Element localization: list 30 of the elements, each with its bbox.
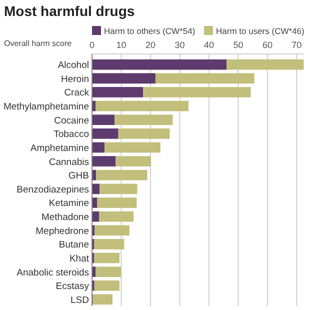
y-tick-label: Crack xyxy=(64,88,90,99)
y-tick-label: Cannabis xyxy=(48,156,90,168)
x-tick-label: 70 xyxy=(292,40,302,50)
x-tick-label: 60 xyxy=(262,40,272,50)
x-tick-label: 40 xyxy=(204,40,214,50)
x-tick-label: 0 xyxy=(89,40,95,50)
y-tick-label: Tobacco xyxy=(54,129,89,140)
x-tick-label: 20 xyxy=(145,40,156,50)
legend-label: Harm to users (CW*46) xyxy=(216,26,304,36)
y-tick-label: Alcohol xyxy=(58,60,89,72)
y-tick-label: Amphetamine xyxy=(30,142,89,154)
y-tick-label: Ketamine xyxy=(48,198,89,210)
x-tick-label: 50 xyxy=(233,40,244,50)
y-tick-label: Anabolic steroids xyxy=(16,267,90,278)
y-tick-label: Benzodiazepines xyxy=(16,184,90,196)
y-tick-label: LSD xyxy=(70,294,90,306)
x-tick-label: 30 xyxy=(174,40,185,50)
legend-label: Harm to others (CW*54) xyxy=(104,26,196,36)
x-axis-title: Overall harm score xyxy=(4,39,72,48)
y-tick-label: Butane xyxy=(58,240,89,251)
y-tick-label: Khat xyxy=(69,253,90,264)
x-tick-label: 10 xyxy=(116,40,126,50)
chart-title: Most harmful drugs xyxy=(4,3,135,19)
y-tick-label: Methadone xyxy=(41,212,89,224)
y-tick-label: Heroin xyxy=(61,74,89,85)
y-tick-label: GHB xyxy=(68,170,89,182)
y-tick-label: Ecstasy xyxy=(56,281,90,292)
y-tick-label: Mephedrone xyxy=(36,226,89,237)
y-tick-label: Methylamphetamine xyxy=(3,102,89,113)
y-tick-label: Cocaine xyxy=(54,115,89,126)
